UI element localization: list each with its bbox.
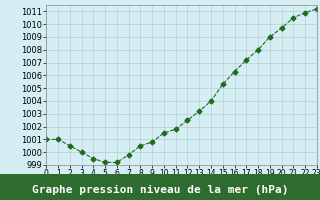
Text: Graphe pression niveau de la mer (hPa): Graphe pression niveau de la mer (hPa) [32,185,288,195]
